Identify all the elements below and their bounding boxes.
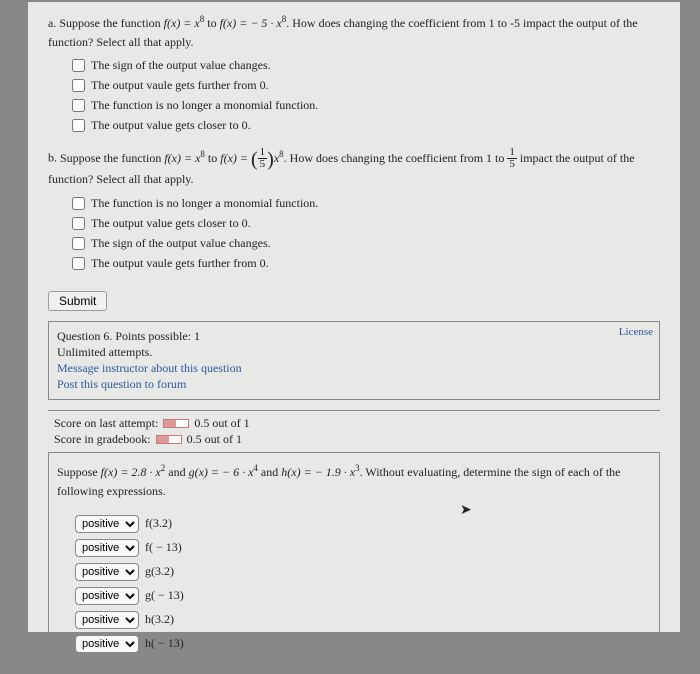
attempts-text: Unlimited attempts.	[57, 345, 651, 360]
score-last-label: Score on last attempt:	[54, 416, 161, 430]
option-label: The sign of the output value changes.	[91, 58, 271, 73]
part-b-prompt: Suppose the function f(x) = x8 to f(x) =…	[48, 151, 635, 187]
sign-select[interactable]: positive	[75, 587, 139, 605]
sign-select[interactable]: positive	[75, 539, 139, 557]
option-row: The output vaule gets further from 0.	[72, 256, 660, 271]
score-bar-icon	[156, 435, 182, 444]
sign-expr: g( − 13)	[145, 588, 184, 603]
sign-expr: h( − 13)	[145, 636, 184, 651]
sign-row: positive h(3.2)	[75, 611, 651, 629]
sign-expr: f(3.2)	[145, 516, 172, 531]
option-checkbox[interactable]	[72, 119, 85, 132]
option-label: The output value gets closer to 0.	[91, 216, 251, 231]
sign-expr: g(3.2)	[145, 564, 174, 579]
option-row: The output value gets closer to 0.	[72, 118, 660, 133]
option-row: The sign of the output value changes.	[72, 236, 660, 251]
question-points: Question 6. Points possible: 1	[57, 329, 651, 344]
sign-row: positive f(3.2)	[75, 515, 651, 533]
option-row: The function is no longer a monomial fun…	[72, 98, 660, 113]
option-row: The function is no longer a monomial fun…	[72, 196, 660, 211]
submit-button[interactable]: Submit	[48, 291, 107, 311]
part-b-label: b.	[48, 151, 57, 165]
option-checkbox[interactable]	[72, 217, 85, 230]
sign-row: positive f( − 13)	[75, 539, 651, 557]
score-gradebook-label: Score in gradebook:	[54, 432, 154, 446]
sign-row: positive h( − 13)	[75, 635, 651, 653]
part-a-prompt: Suppose the function f(x) = x8 to f(x) =…	[48, 16, 638, 49]
question-meta: License Question 6. Points possible: 1 U…	[48, 321, 660, 400]
q6-prompt: Suppose f(x) = 2.8 · x2 and g(x) = − 6 ·…	[57, 463, 651, 501]
part-a-label: a.	[48, 16, 56, 30]
option-label: The output value gets closer to 0.	[91, 118, 251, 133]
option-label: The output vaule gets further from 0.	[91, 256, 269, 271]
post-forum-link[interactable]: Post this question to forum	[57, 377, 651, 392]
sign-select[interactable]: positive	[75, 515, 139, 533]
license-link[interactable]: License	[619, 326, 653, 338]
sign-row: positive g(3.2)	[75, 563, 651, 581]
sign-expr: h(3.2)	[145, 612, 174, 627]
option-label: The output vaule gets further from 0.	[91, 78, 269, 93]
option-label: The function is no longer a monomial fun…	[91, 98, 318, 113]
sign-row: positive g( − 13)	[75, 587, 651, 605]
sign-select[interactable]: positive	[75, 611, 139, 629]
option-checkbox[interactable]	[72, 257, 85, 270]
option-checkbox[interactable]	[72, 59, 85, 72]
score-gradebook-value: 0.5 out of 1	[184, 432, 242, 446]
option-checkbox[interactable]	[72, 79, 85, 92]
option-checkbox[interactable]	[72, 197, 85, 210]
option-label: The sign of the output value changes.	[91, 236, 271, 251]
score-box: Score on last attempt: 0.5 out of 1 Scor…	[48, 410, 660, 453]
question-6: Suppose f(x) = 2.8 · x2 and g(x) = − 6 ·…	[48, 453, 660, 670]
sign-select-list: positive f(3.2) positive f( − 13) positive…	[75, 515, 651, 653]
option-row: The output vaule gets further from 0.	[72, 78, 660, 93]
option-label: The function is no longer a monomial fun…	[91, 196, 318, 211]
score-bar-icon	[163, 419, 189, 428]
option-checkbox[interactable]	[72, 237, 85, 250]
sign-expr: f( − 13)	[145, 540, 182, 555]
part-b-options: The function is no longer a monomial fun…	[72, 196, 660, 271]
message-instructor-link[interactable]: Message instructor about this question	[57, 361, 651, 376]
part-a-options: The sign of the output value changes. Th…	[72, 58, 660, 133]
sign-select[interactable]: positive	[75, 563, 139, 581]
option-row: The sign of the output value changes.	[72, 58, 660, 73]
part-b: b. Suppose the function f(x) = x8 to f(x…	[48, 147, 660, 270]
option-checkbox[interactable]	[72, 99, 85, 112]
sign-select[interactable]: positive	[75, 635, 139, 653]
part-a: a. Suppose the function f(x) = x8 to f(x…	[48, 14, 660, 133]
score-last-value: 0.5 out of 1	[191, 416, 249, 430]
option-row: The output value gets closer to 0.	[72, 216, 660, 231]
